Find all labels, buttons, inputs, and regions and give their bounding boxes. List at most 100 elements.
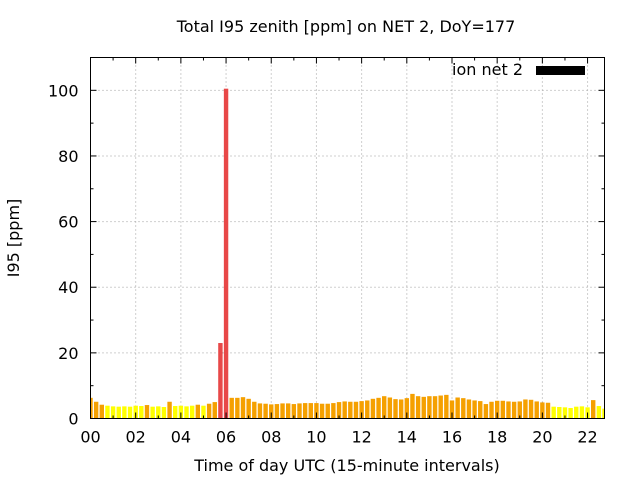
bar <box>167 401 172 419</box>
bar <box>189 405 195 419</box>
bar <box>291 404 297 419</box>
bar <box>444 394 449 419</box>
x-tick-label: 04 <box>171 428 191 447</box>
bar <box>257 403 263 419</box>
bar <box>218 343 223 419</box>
bar <box>90 397 93 419</box>
y-tick-label: 100 <box>48 81 79 100</box>
bar <box>540 402 545 419</box>
bar <box>562 407 568 419</box>
bar <box>449 400 455 419</box>
y-tick-label: 0 <box>68 410 78 429</box>
x-tick-label: 06 <box>216 428 236 447</box>
bar <box>212 402 217 419</box>
bar <box>246 398 251 419</box>
x-tick-label: 16 <box>442 428 462 447</box>
bar <box>596 406 602 419</box>
bar <box>455 397 460 419</box>
x-axis-label: Time of day UTC (15-minute intervals) <box>193 456 500 475</box>
bar <box>308 403 313 419</box>
bar <box>122 406 127 419</box>
bar <box>223 88 229 419</box>
bar <box>461 398 466 419</box>
bar <box>263 403 268 419</box>
x-tick-label: 22 <box>577 428 597 447</box>
bar <box>235 397 240 419</box>
y-tick-label: 40 <box>58 278 78 297</box>
bar <box>415 396 421 419</box>
bar <box>591 400 596 419</box>
bar <box>206 403 212 419</box>
bar <box>252 401 257 419</box>
bar <box>240 397 246 419</box>
grid <box>90 57 605 419</box>
bar <box>280 403 285 419</box>
x-tick-label: 20 <box>532 428 552 447</box>
x-tick-label: 00 <box>80 428 100 447</box>
bar <box>602 408 605 419</box>
bar <box>161 407 167 419</box>
bar <box>483 404 489 419</box>
bar <box>116 406 121 419</box>
bar <box>139 406 144 419</box>
bar <box>314 403 319 419</box>
y-axis-label: I95 [ppm] <box>4 199 23 278</box>
bar <box>365 400 370 419</box>
y-tick-label: 80 <box>58 147 78 166</box>
x-tick-label: 10 <box>306 428 326 447</box>
bar <box>568 407 573 419</box>
bar <box>404 398 410 419</box>
bar <box>348 401 353 419</box>
bar <box>195 404 201 419</box>
bar <box>466 399 472 419</box>
bar <box>574 406 579 419</box>
bar <box>534 401 539 419</box>
bar <box>432 396 438 419</box>
bar <box>545 402 551 419</box>
bar <box>511 401 517 419</box>
bar <box>285 403 291 419</box>
bar <box>517 401 522 419</box>
bar <box>494 400 500 419</box>
bar <box>336 402 342 419</box>
bar <box>302 403 308 419</box>
x-tick-label: 14 <box>397 428 417 447</box>
bar <box>93 401 99 419</box>
bar <box>269 404 274 419</box>
bar <box>489 401 494 419</box>
plot-frame <box>90 57 605 419</box>
bar <box>184 406 189 419</box>
bar <box>393 399 398 419</box>
bar <box>156 406 161 419</box>
legend-swatch <box>536 66 585 75</box>
bar <box>472 400 477 419</box>
bar <box>438 395 443 419</box>
bar <box>528 399 534 419</box>
bars <box>90 88 605 419</box>
ticks <box>90 57 605 419</box>
y-tick-label: 20 <box>58 344 78 363</box>
bar <box>557 407 562 419</box>
bar <box>579 406 585 419</box>
bar <box>421 396 426 419</box>
bar <box>319 403 325 419</box>
bar <box>410 393 415 419</box>
x-tick-label: 18 <box>487 428 507 447</box>
bar <box>201 405 206 419</box>
bar <box>523 399 528 419</box>
bar <box>353 401 359 419</box>
bar <box>229 397 234 419</box>
bar <box>427 396 432 419</box>
bar <box>478 401 483 419</box>
legend: ion net 2 <box>452 60 585 79</box>
x-tick-labels: 00 02 04 06 08 10 12 14 16 18 20 22 <box>80 428 597 447</box>
bar <box>500 400 506 419</box>
bar <box>274 404 280 419</box>
x-tick-label: 12 <box>351 428 371 447</box>
bar <box>297 403 302 419</box>
bar <box>342 401 347 419</box>
bar <box>133 405 138 419</box>
bar <box>99 404 104 419</box>
bar <box>325 403 330 419</box>
y-tick-label: 60 <box>58 213 78 232</box>
